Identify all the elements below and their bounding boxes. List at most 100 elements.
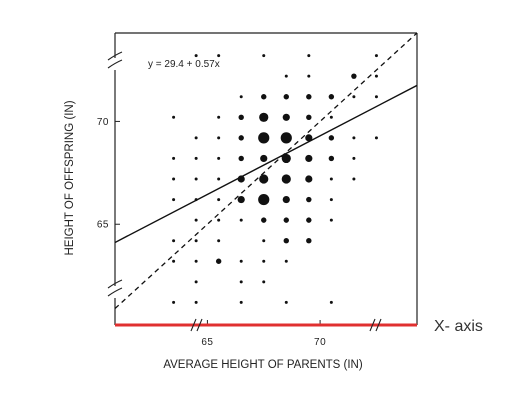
- data-point: [217, 54, 221, 58]
- data-point: [328, 135, 335, 141]
- data-point: [329, 300, 333, 304]
- data-point: [172, 115, 176, 119]
- x-tick-label: 65: [201, 337, 213, 348]
- data-point: [237, 175, 245, 183]
- data-point: [172, 177, 176, 181]
- data-point: [262, 280, 266, 284]
- x-tick-label: 70: [314, 337, 326, 348]
- data-point: [238, 135, 244, 141]
- data-point: [262, 239, 266, 243]
- data-point: [283, 237, 289, 244]
- regression-equation: y = 29.4 + 0.57x: [148, 59, 220, 70]
- data-point: [306, 196, 312, 203]
- data-point: [260, 154, 268, 163]
- data-point: [306, 94, 312, 100]
- data-point: [329, 115, 333, 119]
- data-point: [217, 115, 221, 119]
- data-point: [329, 218, 333, 222]
- data-point: [284, 74, 288, 78]
- data-point: [172, 300, 176, 304]
- data-point: [328, 94, 335, 100]
- data-point: [374, 74, 378, 78]
- x-axis-title: AVERAGE HEIGHT OF PARENTS (IN): [163, 359, 363, 371]
- data-point: [259, 112, 269, 122]
- x-axis-note: X- axis: [434, 318, 483, 335]
- data-point: [307, 54, 311, 58]
- y-axis-break-mark-bottom: [107, 279, 123, 297]
- data-point: [217, 239, 221, 243]
- data-point: [282, 113, 290, 121]
- data-point: [172, 259, 176, 263]
- data-point: [194, 136, 198, 140]
- data-point: [374, 95, 378, 99]
- data-point: [194, 259, 198, 263]
- data-point: [280, 132, 292, 144]
- data-point: [239, 218, 243, 222]
- data-point: [238, 155, 244, 162]
- data-point: [194, 156, 198, 160]
- data-point: [237, 195, 245, 204]
- y-tick-label: 70: [97, 117, 109, 128]
- data-point: [307, 74, 311, 78]
- y-axis-break-mark-top: [107, 51, 123, 69]
- data-point: [306, 217, 312, 223]
- data-point: [261, 217, 267, 223]
- data-point: [194, 239, 198, 243]
- x-axis-break-mark-left: [190, 318, 203, 332]
- x-axis-break-mark-right: [369, 318, 382, 332]
- data-point: [262, 259, 266, 263]
- data-point: [194, 300, 198, 304]
- data-point: [352, 95, 356, 99]
- data-point: [329, 177, 333, 181]
- data-point: [306, 114, 312, 121]
- data-point: [258, 193, 270, 206]
- data-point: [217, 218, 221, 222]
- data-point: [281, 153, 291, 164]
- data-point: [329, 198, 333, 202]
- data-point: [305, 175, 313, 183]
- data-point: [259, 174, 269, 184]
- data-point: [305, 134, 313, 142]
- data-point: [284, 300, 288, 304]
- data-point: [194, 54, 198, 58]
- data-point: [283, 94, 289, 100]
- data-point: [194, 198, 198, 202]
- data-point: [374, 54, 378, 58]
- regression-line: [115, 84, 417, 244]
- data-point: [261, 94, 267, 100]
- data-point: [282, 195, 290, 204]
- data-point: [352, 156, 356, 160]
- identity-line: [115, 33, 417, 310]
- data-point: [351, 73, 357, 79]
- data-point: [284, 259, 288, 263]
- data-point: [172, 198, 176, 202]
- data-point: [374, 136, 378, 140]
- data-point: [217, 177, 221, 181]
- data-point: [258, 132, 270, 144]
- data-point: [281, 174, 291, 184]
- data-point: [283, 217, 289, 223]
- data-point: [239, 280, 243, 284]
- data-point: [172, 156, 176, 160]
- data-point: [194, 218, 198, 222]
- data-point: [194, 177, 198, 181]
- data-point: [352, 136, 356, 140]
- y-tick-label: 65: [97, 220, 109, 231]
- data-point: [172, 239, 176, 243]
- data-point: [239, 300, 243, 304]
- data-point: [217, 136, 221, 140]
- data-point: [262, 54, 266, 58]
- data-point: [305, 154, 313, 163]
- data-point: [217, 198, 221, 202]
- data-point: [352, 177, 356, 181]
- data-point: [215, 258, 222, 264]
- data-point: [328, 155, 335, 162]
- data-point: [194, 280, 198, 284]
- data-point: [239, 95, 243, 99]
- data-point: [217, 156, 221, 160]
- data-point: [306, 237, 312, 244]
- data-point: [239, 259, 243, 263]
- data-point: [238, 114, 244, 121]
- y-axis-title: HEIGHT OF OFFSPRING (IN): [64, 100, 76, 255]
